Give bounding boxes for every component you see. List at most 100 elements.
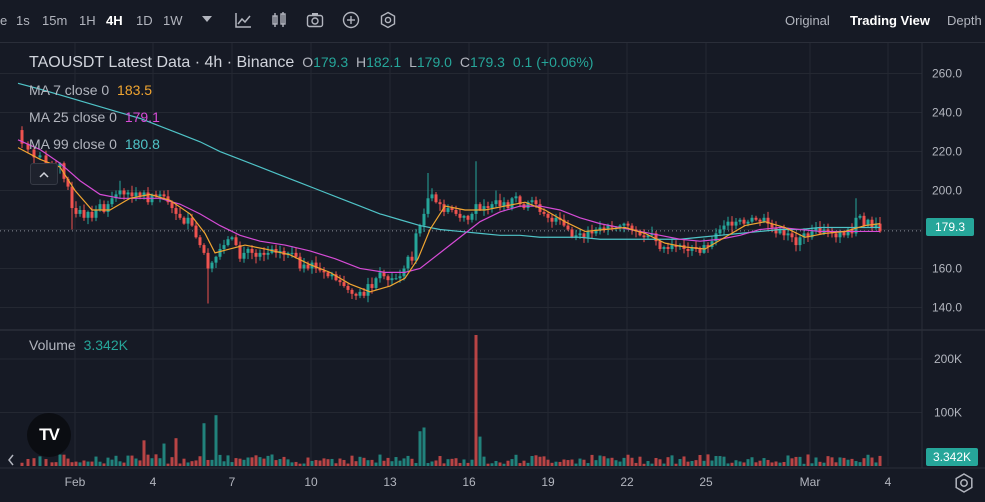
volume-bar	[366, 460, 370, 466]
price-tick-label: 200.0	[932, 184, 962, 198]
candle-body	[870, 219, 874, 228]
interval-1d[interactable]: 1D	[136, 13, 153, 28]
volume-bar	[146, 454, 150, 466]
time-tick-label: 10	[304, 475, 318, 489]
view-original[interactable]: Original	[785, 13, 830, 28]
candle-body	[214, 256, 218, 263]
candle-body	[290, 252, 294, 254]
volume-bar	[106, 457, 110, 466]
chart-settings-icon[interactable]	[953, 472, 975, 494]
volume-bar	[354, 461, 358, 466]
volume-bar	[570, 459, 574, 466]
volume-bar	[710, 460, 714, 466]
volume-bar	[306, 457, 310, 466]
volume-bar	[526, 462, 530, 466]
price-tick-label: 260.0	[932, 67, 962, 81]
candle-body	[438, 202, 442, 205]
volume-bar	[50, 462, 54, 466]
candle-body	[274, 248, 278, 253]
volume-bar	[402, 458, 406, 466]
candle-body	[398, 276, 402, 279]
volume-bar	[654, 457, 658, 466]
candle-body	[810, 231, 814, 238]
volume-bar	[466, 462, 470, 466]
interval-15m[interactable]: 15m	[42, 13, 68, 28]
interval-1s[interactable]: 1s	[16, 13, 30, 28]
volume-bar	[170, 457, 174, 466]
volume-bar	[754, 462, 758, 466]
add-icon[interactable]	[342, 11, 360, 29]
interval-partial[interactable]: e	[0, 13, 8, 28]
volume-bar	[222, 461, 226, 466]
screenshot-icon[interactable]	[306, 11, 324, 29]
candle-body	[102, 204, 106, 212]
candle-body	[130, 192, 134, 197]
candle-body	[658, 241, 662, 249]
volume-bar	[678, 459, 682, 466]
candle-body	[210, 262, 214, 269]
volume-bar	[162, 443, 166, 466]
volume-bar	[490, 463, 494, 466]
candle-body	[258, 252, 262, 257]
volume-bar	[70, 462, 74, 466]
candle-body	[262, 252, 266, 255]
candle-body	[78, 209, 82, 214]
candle-body	[138, 192, 142, 197]
volume-bar	[638, 456, 642, 466]
candle-body	[598, 227, 602, 230]
interval-4h[interactable]: 4H	[106, 13, 123, 28]
time-tick-label: Mar	[800, 475, 821, 489]
collapse-legend-button[interactable]	[30, 163, 58, 185]
volume-bar	[666, 457, 670, 466]
price-tick-label: 160.0	[932, 261, 962, 275]
volume-bar	[218, 454, 222, 466]
candle-body	[226, 239, 230, 246]
candle-body	[378, 272, 382, 279]
candle-body	[486, 206, 490, 209]
volume-bar	[778, 462, 782, 466]
time-tick-label: 22	[620, 475, 634, 489]
volume-bar	[426, 463, 430, 466]
volume-bar	[326, 459, 330, 466]
volume-bar	[158, 458, 162, 466]
volume-bar	[262, 458, 266, 466]
view-trading-view[interactable]: Trading View	[850, 13, 930, 28]
volume-bar	[734, 460, 738, 466]
settings-icon[interactable]	[379, 11, 397, 29]
candle-body	[394, 278, 398, 280]
volume-bar	[706, 454, 710, 466]
volume-bar	[574, 463, 578, 466]
volume-bar	[166, 463, 170, 466]
candle-body	[762, 217, 766, 222]
time-tick-label: Feb	[65, 475, 86, 489]
volume-bar	[614, 460, 618, 466]
volume-bar	[126, 455, 130, 466]
volume-bar	[238, 458, 242, 466]
tradingview-logo[interactable]: TV	[27, 413, 71, 457]
chevron-down-icon[interactable]	[202, 16, 212, 24]
candle-body	[90, 211, 94, 218]
volume-bar	[422, 427, 426, 466]
volume-bar	[182, 458, 186, 466]
candle-style-icon[interactable]	[270, 11, 288, 29]
candle-body	[778, 229, 782, 234]
candle-body	[710, 241, 714, 248]
candle-body	[562, 219, 566, 226]
candle-body	[602, 227, 606, 230]
volume-bar	[470, 459, 474, 466]
interval-1h[interactable]: 1H	[79, 13, 96, 28]
candle-body	[750, 217, 754, 222]
candle-body	[306, 264, 310, 269]
volume-bar	[822, 462, 826, 466]
volume-bar	[98, 461, 102, 466]
volume-bar	[458, 462, 462, 466]
interval-1w[interactable]: 1W	[163, 13, 183, 28]
view-depth[interactable]: Depth	[947, 13, 982, 28]
ma25-label: MA 25 close 0	[29, 109, 117, 125]
candle-body	[44, 155, 48, 164]
volume-bar	[562, 459, 566, 466]
volume-bar	[378, 454, 382, 466]
volume-bar	[74, 461, 78, 466]
price-chart[interactable]: 140.0160.0180.0200.0220.0240.0260.0100K2…	[0, 43, 985, 502]
indicators-icon[interactable]	[234, 11, 252, 29]
